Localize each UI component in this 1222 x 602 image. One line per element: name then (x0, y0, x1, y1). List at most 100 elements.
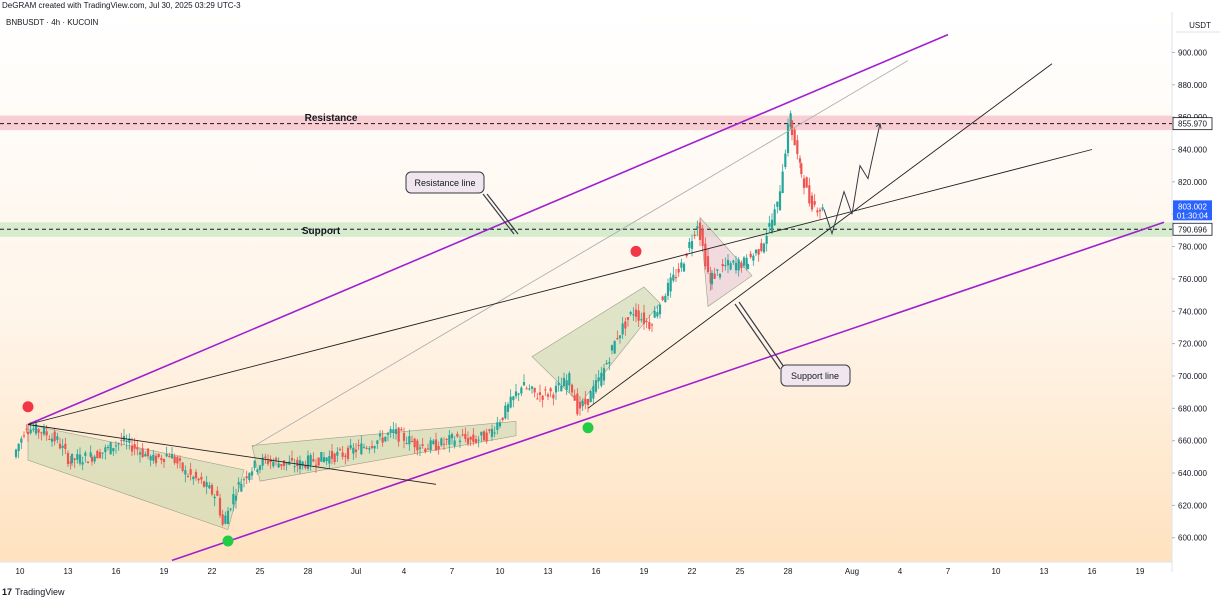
candle-down (760, 243, 763, 252)
candle-down (26, 431, 30, 435)
x-tick-label: 13 (1040, 567, 1049, 576)
candle-down (370, 445, 374, 448)
candle-up (770, 219, 774, 233)
resistance-price-tag-text: 855.970 (1178, 120, 1207, 129)
x-tick-label: 25 (736, 567, 745, 576)
candle-up (306, 455, 310, 469)
chart-svg[interactable]: Resistance Support Resistance line Suppo… (0, 12, 1222, 582)
candle-down (354, 449, 358, 452)
resistance-price-tag (1172, 117, 1213, 131)
price-scale-background (1173, 12, 1222, 572)
candle-up (376, 440, 379, 444)
candle-up (61, 445, 64, 448)
candle-down (546, 394, 550, 397)
candle-up (84, 452, 87, 456)
candle-up (789, 113, 792, 127)
support-line-callout-box[interactable] (780, 364, 851, 387)
candle-down (661, 296, 664, 301)
candle-up (112, 448, 115, 452)
candle-down (266, 460, 270, 464)
candle-down (136, 447, 139, 450)
candle-up (440, 438, 443, 446)
candle-up (696, 226, 699, 229)
x-tick-label: 28 (784, 567, 793, 576)
candle-down (469, 436, 472, 440)
candle-down (141, 448, 144, 458)
candle-up (226, 510, 230, 525)
candle-down (472, 434, 475, 442)
candle-up (360, 443, 363, 455)
candle-up (125, 440, 128, 443)
candle-down (48, 438, 51, 440)
candle-down (173, 456, 176, 463)
candle-up (128, 438, 131, 443)
candle-down (194, 471, 198, 479)
y-tick-label: 780.000 (1178, 243, 1207, 252)
candle-up (170, 453, 174, 459)
candle-down (130, 445, 134, 452)
candle-up (328, 456, 331, 464)
candle-up (477, 439, 480, 441)
candle-down (73, 458, 76, 460)
candle-up (724, 265, 727, 267)
support-callout-pointer (738, 301, 785, 368)
candle-down (202, 481, 206, 487)
candle-down (314, 464, 318, 466)
candle-down (701, 228, 704, 246)
candle-up (384, 436, 387, 442)
x-tick-label: 16 (1088, 567, 1097, 576)
candle-up (602, 368, 606, 381)
candle-down (642, 312, 646, 324)
candle-up (29, 429, 32, 434)
candle-up (429, 440, 432, 451)
x-tick-label: 13 (64, 567, 73, 576)
candle-down (317, 457, 320, 466)
candle-up (490, 428, 494, 437)
candle-down (533, 387, 536, 393)
resistance-line-callout-text: Resistance line (414, 178, 475, 188)
candle-down (333, 453, 336, 463)
x-tick-label: 7 (946, 567, 951, 576)
zone-resistance (0, 115, 1172, 131)
candle-up (81, 462, 84, 465)
candle-down (269, 459, 272, 463)
y-tick-label: 640.000 (1178, 469, 1207, 478)
candle-down (344, 455, 347, 457)
tradingview-logo[interactable]: 17 TradingView (2, 587, 65, 597)
candle-down (357, 444, 360, 446)
candle-down (402, 432, 406, 441)
candle-down (802, 178, 806, 188)
candle-up (608, 362, 611, 364)
candle-down (538, 392, 542, 395)
resistance-line-callout-box[interactable] (405, 171, 485, 194)
candle-down (40, 432, 43, 434)
support-price-tag-text: 790.696 (1178, 225, 1207, 234)
candle-down (304, 464, 307, 468)
candle-up (746, 264, 750, 270)
candle-down (698, 222, 702, 240)
candle-down (210, 484, 214, 495)
candle-up (109, 442, 112, 455)
candle-down (637, 310, 640, 321)
candle-up (336, 451, 339, 456)
candle-up (732, 260, 735, 263)
candle-up (309, 455, 312, 466)
candle-up (597, 377, 600, 382)
price-chart[interactable]: Resistance Support Resistance line Suppo… (0, 12, 1222, 582)
candle-down (133, 444, 136, 449)
candle-down (584, 398, 587, 405)
candle-down (552, 394, 555, 399)
candle-down (176, 457, 179, 464)
candle-up (528, 388, 531, 390)
candle-down (282, 460, 286, 466)
candle-up (234, 495, 238, 501)
candle-up (106, 446, 110, 448)
candle-down (704, 243, 707, 267)
candle-up (349, 445, 352, 449)
candle-down (501, 417, 504, 420)
candle-up (14, 449, 18, 457)
candle-down (485, 432, 488, 442)
candle-down (740, 262, 743, 269)
resistance-callout-pointer-2 (482, 193, 515, 235)
candle-up (589, 391, 592, 403)
